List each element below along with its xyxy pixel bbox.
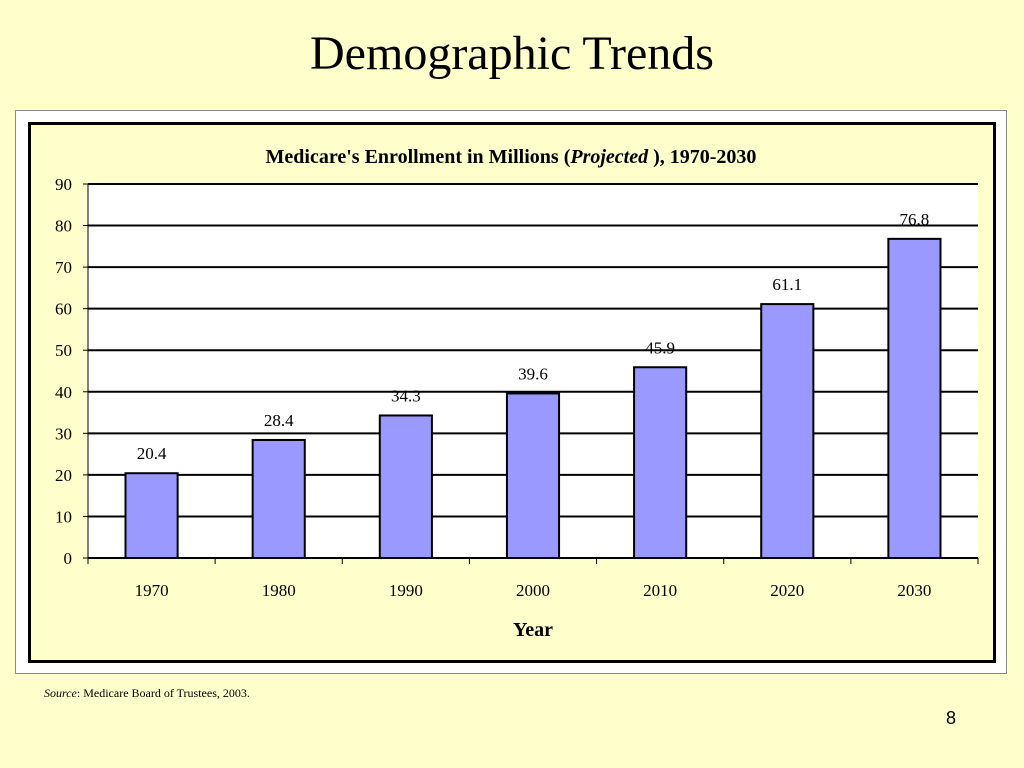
x-tick-label-2020: 2020 [770,581,804,600]
y-tick-label: 50 [55,341,72,360]
bar-2010 [633,366,688,560]
chart-title-suffix: ), 1970-2030 [648,146,756,168]
chart-title-italic: Projected [569,146,649,168]
y-tick-label: 80 [55,217,72,236]
data-label-1980: 28.4 [264,411,294,430]
data-label-1970: 20.4 [137,444,167,463]
x-tick-label-2000: 2000 [516,581,550,600]
y-axis: 0 10 20 30 40 50 60 70 80 90 [55,175,89,568]
x-axis: 1970 1980 1990 2000 2010 2020 2030 [87,557,979,600]
grid-lines [88,183,978,518]
data-label-2010: 45.9 [645,338,675,357]
y-tick-label: 10 [55,507,72,526]
data-label-1990: 34.3 [391,386,421,405]
y-tick-label: 40 [55,383,72,402]
chart-title-prefix: Medicare's Enrollment in Millions ( [266,146,571,168]
x-axis-label: Year [513,619,553,641]
x-tick-label-1990: 1990 [389,581,423,600]
y-tick-label: 90 [55,175,72,194]
bar-1970 [124,472,179,559]
x-tick-label-2030: 2030 [897,581,931,600]
x-tick-label-2010: 2010 [643,581,677,600]
data-label-2020: 61.1 [772,275,802,294]
y-tick-label: 60 [55,300,72,319]
y-tick-label: 30 [55,424,72,443]
bar-2020 [760,303,815,559]
page-number: 8 [946,708,957,728]
y-tick-label: 20 [55,466,72,485]
x-tick-label-1980: 1980 [262,581,296,600]
data-label-2000: 39.6 [518,364,548,383]
bar-2030 [887,237,942,559]
y-tick-label: 70 [55,258,72,277]
source-label: Source [44,686,77,700]
x-tick-label-1970: 1970 [135,581,169,600]
data-label-2030: 76.8 [900,210,930,229]
source-text: : Medicare Board of Trustees, 2003. [76,686,250,700]
chart-title: Medicare's Enrollment in Millions (Proje… [266,146,757,168]
bar-2000 [505,392,561,559]
y-tick-label: 0 [64,549,73,568]
slide-title: Demographic Trends [310,27,714,80]
bar-1990 [378,414,433,559]
bar-1980 [251,438,306,559]
data-labels: 20.4 28.4 34.3 39.6 45.9 61.1 76.8 [137,210,930,463]
bars [124,237,942,560]
source-note: Source: Medicare Board of Trustees, 2003… [44,686,250,701]
